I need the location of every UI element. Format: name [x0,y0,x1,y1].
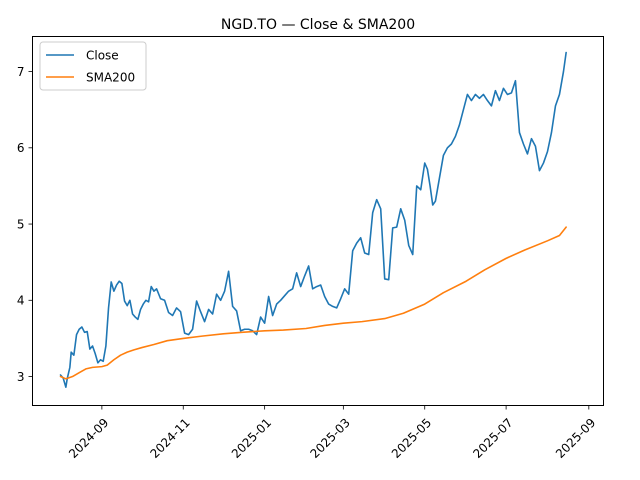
legend-label-close: Close [86,49,119,63]
y-tick-label: 3 [17,370,25,384]
series-line-sma200 [59,226,567,380]
legend-box [39,41,147,91]
y-tick-label: 4 [17,294,25,308]
legend-label-sma200: SMA200 [86,71,135,85]
plot-frame [32,36,604,406]
y-tick-label: 5 [17,217,25,231]
plot-area [59,51,567,389]
series-line-close [59,51,567,389]
chart-title: NGD.TO — Close & SMA200 [221,17,415,33]
y-axis: 3 4 5 6 7 [17,65,33,384]
y-tick-label: 6 [17,141,25,155]
legend: Close SMA200 [39,41,147,91]
y-tick-label: 7 [17,65,25,79]
